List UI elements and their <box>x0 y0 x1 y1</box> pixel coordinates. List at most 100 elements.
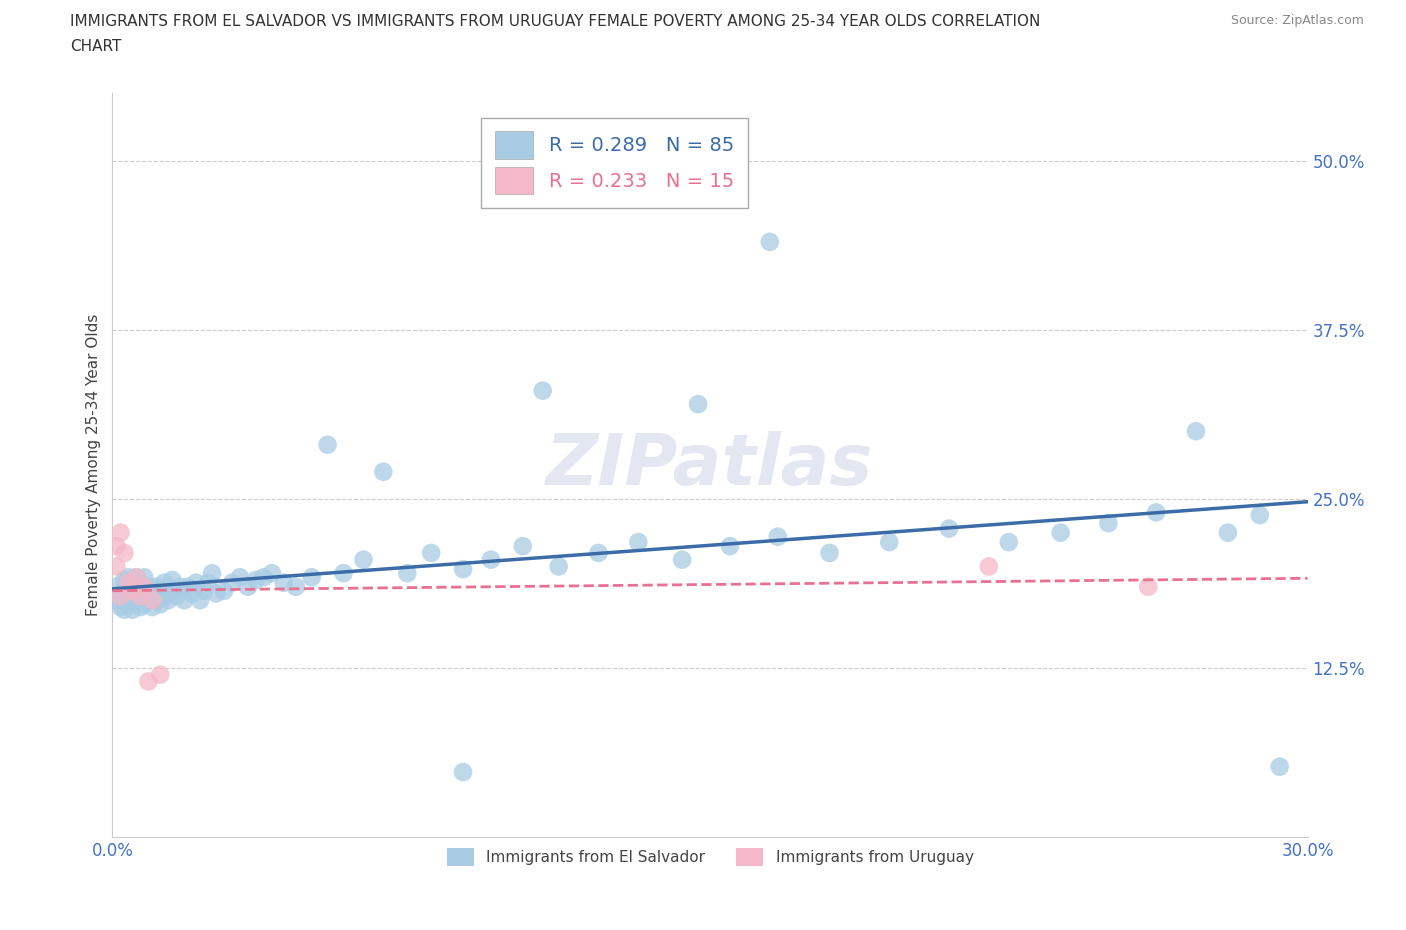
Point <box>284 579 307 594</box>
Point <box>125 570 148 585</box>
Point <box>121 589 143 604</box>
Point <box>1137 579 1160 594</box>
Point <box>718 538 741 553</box>
Point <box>671 552 693 567</box>
Point <box>129 589 152 604</box>
Point <box>373 464 395 479</box>
Point <box>153 576 176 591</box>
Point <box>141 592 163 607</box>
Point <box>138 674 160 689</box>
Point <box>181 586 204 601</box>
Point <box>879 535 901 550</box>
Point <box>105 592 128 607</box>
Point <box>766 529 789 544</box>
Point <box>114 546 135 561</box>
Point <box>149 583 172 598</box>
Point <box>938 521 960 536</box>
Point <box>121 603 143 618</box>
Point <box>145 579 167 594</box>
Point <box>145 592 167 607</box>
Point <box>1268 759 1291 774</box>
Point <box>141 586 163 601</box>
Point <box>332 565 354 580</box>
Point <box>1249 508 1271 523</box>
Point <box>114 603 135 618</box>
Point <box>236 579 259 594</box>
Point <box>117 583 139 598</box>
Point <box>114 589 135 604</box>
Point <box>165 589 187 604</box>
Point <box>110 586 132 601</box>
Point <box>221 576 243 591</box>
Point <box>169 579 191 594</box>
Point <box>1049 525 1071 540</box>
Point <box>547 559 569 574</box>
Point <box>201 565 224 580</box>
Point <box>512 538 534 553</box>
Point <box>134 597 156 612</box>
Point <box>105 538 128 553</box>
Point <box>212 583 235 598</box>
Point <box>229 570 252 585</box>
Point <box>420 546 443 561</box>
Point <box>627 535 650 550</box>
Point <box>977 559 1000 574</box>
Point <box>301 570 323 585</box>
Point <box>134 583 156 598</box>
Point <box>138 579 160 594</box>
Point <box>141 600 163 615</box>
Point <box>688 397 710 412</box>
Point <box>125 592 148 607</box>
Point <box>1216 525 1239 540</box>
Point <box>353 552 375 567</box>
Point <box>105 579 128 594</box>
Point <box>193 583 215 598</box>
Point <box>117 570 139 585</box>
Point <box>531 383 554 398</box>
Point <box>138 592 160 607</box>
Point <box>205 586 228 601</box>
Point <box>173 592 195 607</box>
Point <box>157 592 180 607</box>
Point <box>998 535 1021 550</box>
Point <box>162 573 183 588</box>
Point <box>1097 516 1119 531</box>
Point <box>110 525 132 540</box>
Point <box>316 437 339 452</box>
Legend: Immigrants from El Salvador, Immigrants from Uruguay: Immigrants from El Salvador, Immigrants … <box>439 840 981 874</box>
Point <box>451 764 474 779</box>
Point <box>162 583 183 598</box>
Point <box>479 552 502 567</box>
Point <box>186 576 208 591</box>
Text: CHART: CHART <box>70 39 122 54</box>
Point <box>110 600 132 615</box>
Point <box>117 576 139 591</box>
Point <box>134 579 156 594</box>
Point <box>149 667 172 682</box>
Point <box>134 570 156 585</box>
Point <box>1185 424 1208 439</box>
Point <box>245 573 267 588</box>
Point <box>260 565 283 580</box>
Point <box>1144 505 1167 520</box>
Point <box>759 234 782 249</box>
Point <box>114 573 135 588</box>
Point <box>117 597 139 612</box>
Point <box>125 583 148 598</box>
Point <box>253 570 276 585</box>
Y-axis label: Female Poverty Among 25-34 Year Olds: Female Poverty Among 25-34 Year Olds <box>86 313 101 617</box>
Text: Source: ZipAtlas.com: Source: ZipAtlas.com <box>1230 14 1364 27</box>
Point <box>105 559 128 574</box>
Point <box>129 579 152 594</box>
Point <box>177 579 200 594</box>
Point <box>818 546 841 561</box>
Point <box>121 583 143 598</box>
Point <box>588 546 610 561</box>
Point <box>451 562 474 577</box>
Point <box>396 565 419 580</box>
Point <box>129 600 152 615</box>
Point <box>125 570 148 585</box>
Point <box>110 589 132 604</box>
Point <box>121 576 143 591</box>
Text: ZIPatlas: ZIPatlas <box>547 431 873 499</box>
